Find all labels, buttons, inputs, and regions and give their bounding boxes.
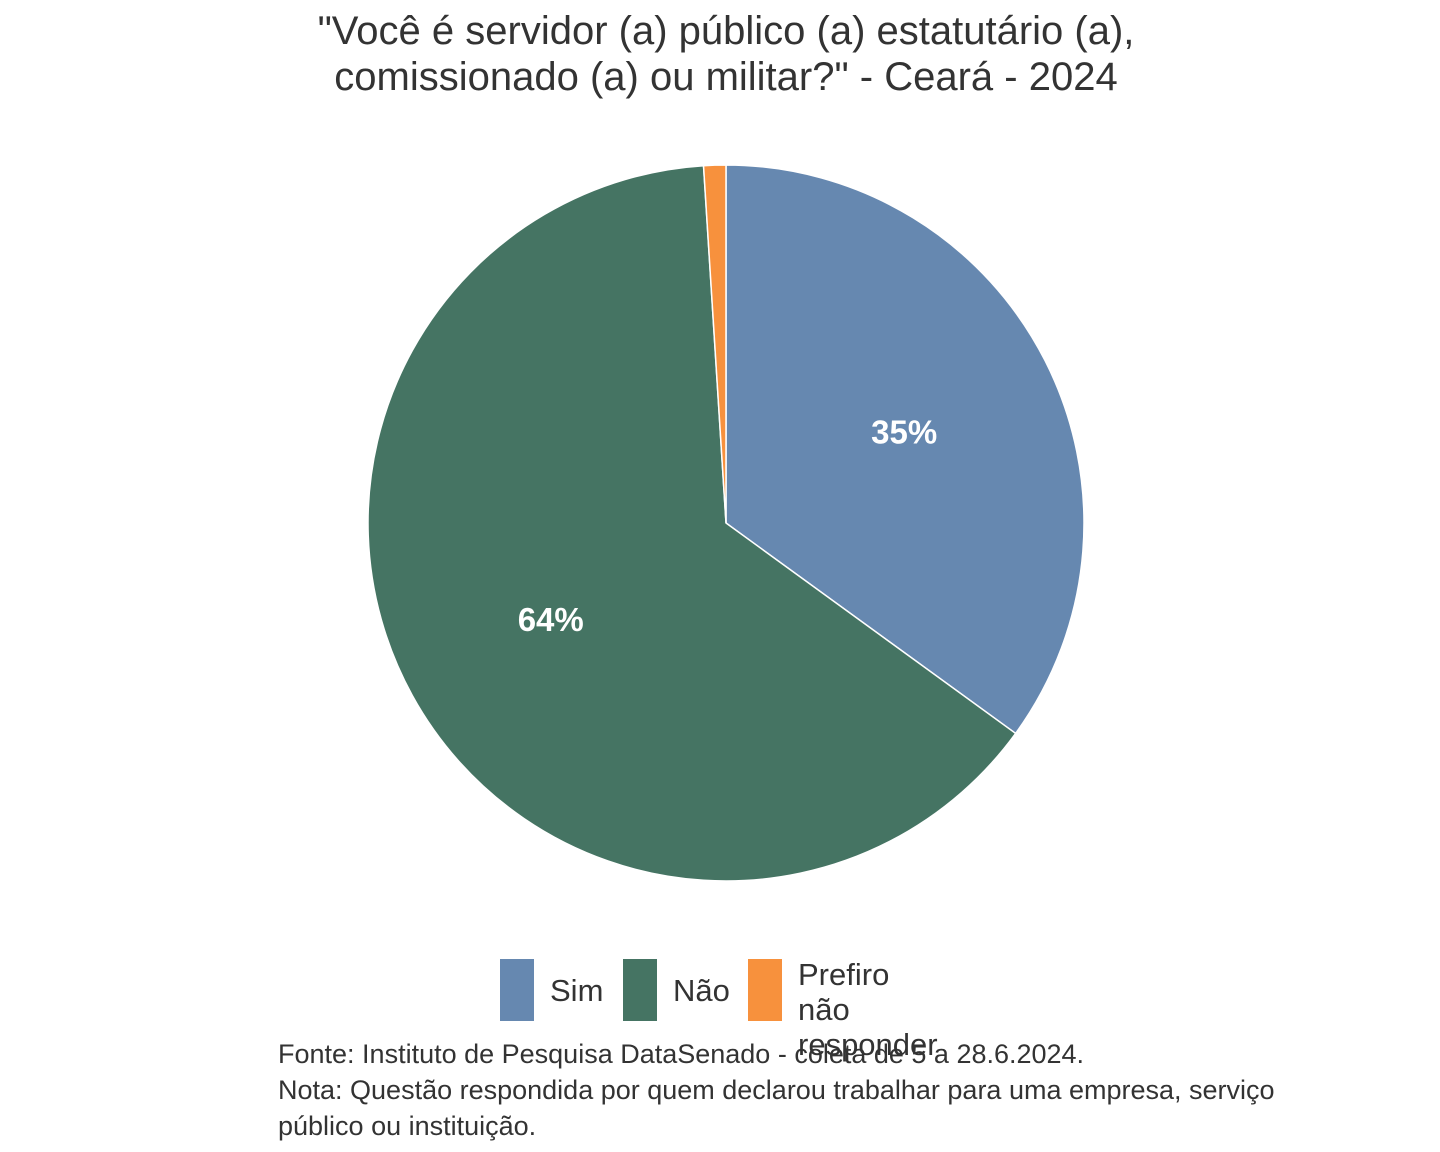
pie-slice-prefiro-n-o-responder (702, 164, 727, 524)
pie-slice-label-0: 35% (871, 414, 937, 451)
pie-slice-sim (725, 164, 1085, 735)
legend-swatch-prefiro-nao-responder (748, 959, 782, 1021)
legend-swatch-sim (500, 959, 534, 1021)
chart-title: "Você é servidor (a) público (a) estatut… (0, 8, 1440, 100)
legend-label-prefiro-nao-responder: Prefiro não responder (798, 957, 938, 1062)
caption-source: Fonte: Instituto de Pesquisa DataSenado … (278, 1039, 1085, 1069)
pie-slices (367, 164, 1085, 882)
chart-caption: Fonte: Instituto de Pesquisa DataSenado … (278, 1036, 1275, 1144)
legend-label-nao: Não (673, 973, 730, 1008)
caption-note-line-1: Nota: Questão respondida por quem declar… (278, 1075, 1275, 1105)
chart-title-line-1: "Você é servidor (a) público (a) estatut… (317, 9, 1135, 53)
caption-note-line-2: público ou instituição. (278, 1111, 537, 1141)
chart-title-line-2: comissionado (a) ou militar?" - Ceará - … (334, 55, 1118, 99)
pie-slice-n-o (367, 164, 1017, 882)
legend-swatch-nao (623, 959, 657, 1021)
pie-slice-label-1: 64% (518, 601, 584, 638)
pie-slice-labels: 35% 64% (518, 414, 938, 638)
legend-label-sim: Sim (550, 973, 604, 1008)
